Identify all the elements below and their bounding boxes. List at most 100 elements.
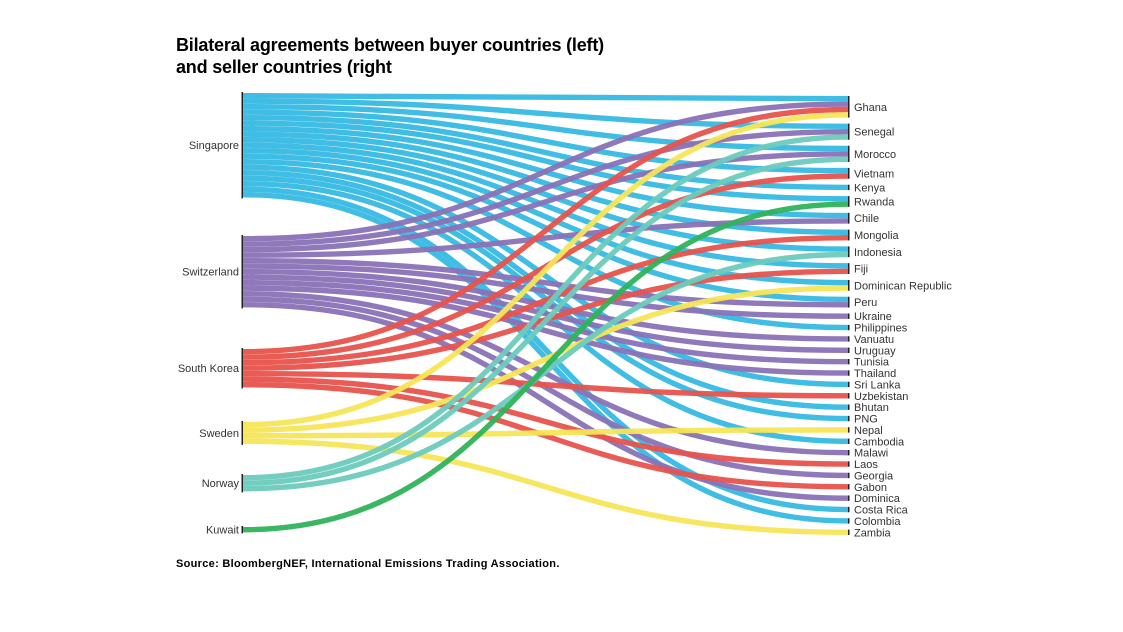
chart-title: Bilateral agreements between buyer count… (176, 34, 604, 78)
node-georgia (848, 472, 850, 479)
node-kenya (848, 184, 850, 191)
node-ukraine (848, 313, 850, 319)
label-gabon: Gabon (854, 482, 887, 494)
node-sri-lanka (848, 381, 850, 388)
link-switzerland-to-uruguay (242, 274, 849, 354)
seller-nodes: Ghana Senegal Morocco Vietnam Kenya Rwanda Chi… (848, 96, 952, 539)
link-norway-to-morocco (242, 156, 849, 486)
node-mongolia (848, 229, 850, 241)
chart-title-line-2: and seller countries (right (176, 57, 392, 77)
link-switzerland-to-dominica (242, 302, 849, 501)
node-dominica (848, 495, 850, 501)
label-fiji: Fiji (854, 264, 868, 276)
node-philippines (848, 324, 850, 331)
buyer-nodes: Singapore Switzerland South Korea Sweden Nor… (178, 92, 243, 537)
node-vietnam (848, 167, 850, 179)
node-chile (848, 212, 850, 224)
link-kuwait-to-rwanda (242, 201, 849, 533)
link-singapore-to-philippines (242, 159, 849, 331)
node-gabon (848, 484, 850, 490)
link-sweden-to-zambia (242, 438, 849, 535)
link-switzerland-to-ghana (242, 101, 849, 242)
node-norway (241, 474, 243, 493)
node-uzbekistan (848, 393, 850, 399)
node-morocco (848, 145, 850, 162)
label-zambia: Zambia (854, 527, 892, 539)
label-laos: Laos (854, 459, 878, 471)
chart-title-line-1: Bilateral agreements between buyer count… (176, 35, 604, 55)
link-singapore-to-ghana (242, 93, 849, 102)
node-peru (848, 296, 850, 308)
label-chile: Chile (854, 213, 879, 225)
label-senegal: Senegal (854, 127, 894, 139)
link-switzerland-to-peru (242, 258, 849, 308)
label-dominican-republic: Dominican Republic (854, 280, 952, 292)
link-singapore-to-sri-lanka (242, 164, 849, 388)
label-mongolia: Mongolia (854, 230, 900, 242)
label-dominica: Dominica (854, 493, 901, 505)
node-vanuatu (848, 336, 850, 342)
link-switzerland-to-thailand (242, 285, 849, 376)
label-malawi: Malawi (854, 448, 888, 460)
node-indonesia (848, 246, 850, 258)
label-singapore: Singapore (189, 140, 239, 152)
label-tunisia: Tunisia (854, 357, 890, 369)
label-vanuatu: Vanuatu (854, 334, 894, 346)
node-rwanda (848, 196, 850, 207)
link-south-korea-to-ghana (242, 106, 849, 355)
link-singapore-to-vietnam (242, 109, 849, 174)
label-bhutan: Bhutan (854, 402, 889, 414)
node-thailand (848, 370, 850, 376)
node-malawi (848, 449, 850, 456)
flow-links (242, 93, 849, 535)
label-norway: Norway (202, 478, 240, 490)
node-uruguay (848, 347, 850, 354)
node-senegal (848, 123, 850, 140)
label-kuwait: Kuwait (206, 525, 239, 537)
link-sweden-to-ghana (242, 112, 849, 428)
link-south-korea-to-uzbekistan (242, 371, 849, 399)
node-colombia (848, 518, 850, 524)
node-singapore (241, 92, 243, 199)
label-nepal: Nepal (854, 425, 883, 437)
link-south-korea-to-mongolia (242, 235, 849, 366)
node-png (848, 415, 850, 422)
label-uzbekistan: Uzbekistan (854, 391, 908, 403)
label-thailand: Thailand (854, 368, 896, 380)
node-switzerland (241, 235, 243, 309)
label-png: PNG (854, 414, 878, 426)
node-nepal (848, 427, 850, 433)
node-tunisia (848, 358, 850, 365)
node-fiji (848, 263, 850, 274)
label-vietnam: Vietnam (854, 168, 894, 180)
label-uruguay: Uruguay (854, 345, 896, 357)
node-costa-rica (848, 506, 850, 513)
label-colombia: Colombia (854, 516, 901, 528)
label-ukraine: Ukraine (854, 311, 892, 323)
label-sweden: Sweden (199, 428, 239, 440)
label-indonesia: Indonesia (854, 247, 903, 259)
link-south-korea-to-gabon (242, 382, 849, 490)
source-note: Source: BloombergNEF, International Emis… (176, 558, 560, 570)
node-zambia (848, 529, 850, 535)
link-south-korea-to-laos (242, 376, 849, 467)
link-switzerland-to-senegal (242, 128, 849, 247)
label-morocco: Morocco (854, 149, 896, 161)
link-sweden-to-nepal (242, 427, 849, 439)
link-norway-to-senegal (242, 134, 849, 481)
label-kenya: Kenya (854, 182, 886, 194)
node-bhutan (848, 404, 850, 410)
link-switzerland-to-morocco (242, 151, 849, 253)
label-cambodia: Cambodia (854, 436, 905, 448)
link-singapore-to-mongolia (242, 131, 849, 236)
node-laos (848, 461, 850, 467)
node-ghana (848, 96, 850, 118)
node-cambodia (848, 438, 850, 445)
label-peru: Peru (854, 297, 877, 309)
label-rwanda: Rwanda (854, 196, 895, 208)
label-switzerland: Switzerland (182, 267, 239, 279)
label-sri-lanka: Sri Lanka (854, 379, 901, 391)
label-costa-rica: Costa Rica (854, 505, 909, 517)
link-norway-to-indonesia (242, 251, 849, 492)
link-singapore-to-morocco (242, 104, 849, 152)
